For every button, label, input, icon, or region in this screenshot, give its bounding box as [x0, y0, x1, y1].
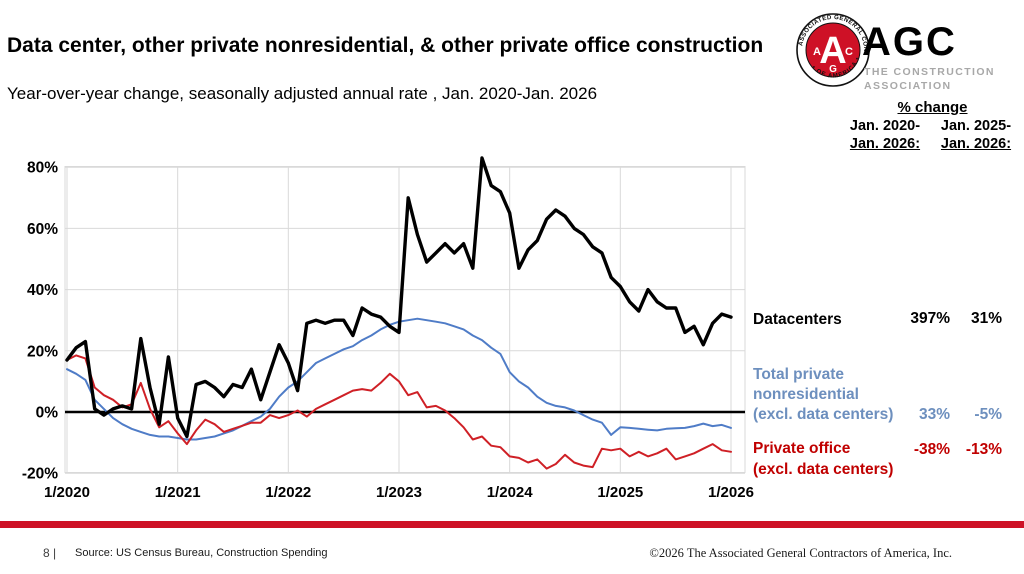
- value-datacenters-2025-2026: 31%: [970, 310, 1002, 327]
- agc-seal-logo-icon: ASSOCIATED GENERAL CONTRACTORS • OF AMER…: [795, 12, 870, 87]
- svg-text:-20%: -20%: [22, 466, 58, 483]
- pct-change-col-2020-2026: Jan. 2020- Jan. 2026:: [849, 118, 921, 152]
- svg-text:1/2025: 1/2025: [597, 484, 643, 500]
- seal-monogram-a: A: [819, 30, 846, 72]
- svg-text:60%: 60%: [27, 221, 58, 238]
- value-datacenters-2020-2026: 397%: [910, 310, 950, 327]
- pct-change-col-2025-2026: Jan. 2025- Jan. 2026:: [940, 118, 1012, 152]
- footer-accent-bar: [0, 521, 1024, 528]
- source-note: Source: US Census Bureau, Construction S…: [75, 547, 328, 559]
- svg-text:1/2021: 1/2021: [155, 484, 201, 500]
- svg-text:0%: 0%: [36, 405, 59, 422]
- svg-text:40%: 40%: [27, 282, 58, 299]
- pct-change-columns: Jan. 2020- Jan. 2026: Jan. 2025- Jan. 20…: [842, 117, 1020, 153]
- pct-change-heading: % change: [897, 99, 968, 116]
- copyright-note: ©2026 The Associated General Contractors…: [649, 546, 952, 560]
- slide-page-number: 8 |: [43, 546, 57, 560]
- svg-text:1/2024: 1/2024: [487, 484, 534, 500]
- yoy-change-line-chart: 1/2020 1/2021 1/2022 1/2023 1/2024 1/2025 1/20…: [22, 156, 754, 500]
- svg-text:20%: 20%: [27, 343, 58, 360]
- seal-monogram-left: A: [813, 46, 821, 58]
- legend-label-datacenters: Datacenters: [753, 311, 842, 328]
- value-nonresidential-2020-2026: 33%: [918, 406, 950, 423]
- value-private-office-2025-2026: -13%: [965, 441, 1002, 458]
- value-nonresidential-2025-2026: -5%: [974, 406, 1002, 423]
- agc-tagline-line2: ASSOCIATION: [864, 80, 952, 92]
- agc-wordmark: AGC: [862, 20, 957, 64]
- svg-text:80%: 80%: [27, 160, 58, 177]
- svg-text:1/2023: 1/2023: [376, 484, 422, 500]
- page-title: Data center, other private nonresidentia…: [7, 34, 764, 57]
- value-private-office-2020-2026: -38%: [913, 441, 950, 458]
- seal-monogram-bottom: G: [829, 64, 837, 75]
- seal-monogram-right: C: [845, 46, 853, 58]
- svg-text:1/2022: 1/2022: [265, 484, 311, 500]
- svg-text:1/2020: 1/2020: [44, 484, 90, 500]
- legend-label-private-office: Private office (excl. data centers): [753, 440, 894, 478]
- page-subtitle: Year-over-year change, seasonally adjust…: [7, 84, 598, 103]
- agc-tagline-line1: THE CONSTRUCTION: [864, 66, 995, 78]
- legend-label-nonresidential: Total private nonresidential (excl. data…: [753, 366, 894, 423]
- svg-text:1/2026: 1/2026: [708, 484, 754, 500]
